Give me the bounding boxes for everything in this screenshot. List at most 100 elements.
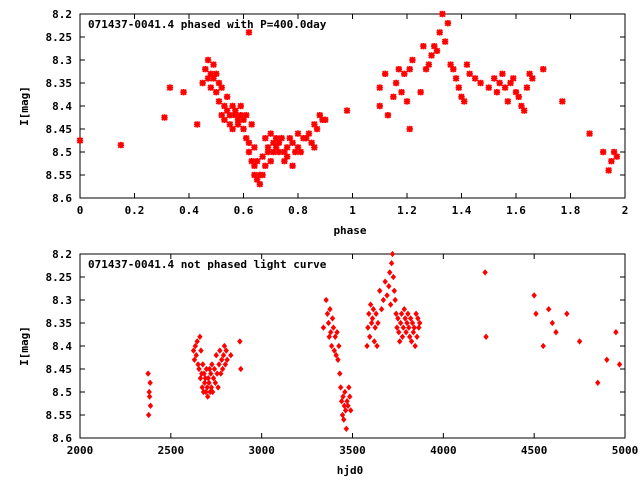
data-point: [213, 352, 219, 359]
data-point: [397, 319, 404, 327]
data-point: [218, 84, 225, 91]
data-point: [221, 102, 228, 110]
data-point: [344, 398, 350, 405]
data-point: [240, 116, 247, 124]
data-point: [191, 356, 198, 363]
chart-title: 071437-0041.4 phased with P=400.0day: [88, 18, 327, 31]
data-point: [289, 162, 296, 170]
data-point: [210, 61, 217, 68]
data-point: [146, 393, 153, 400]
data-point: [338, 398, 345, 405]
y-tick-label: 8.45: [46, 363, 73, 376]
data-point: [326, 333, 332, 340]
data-point: [221, 342, 228, 350]
data-point: [610, 148, 618, 156]
data-point: [398, 88, 405, 96]
x-tick-label: 2500: [158, 444, 185, 457]
data-point: [237, 338, 243, 345]
data-point: [201, 379, 208, 386]
data-point: [460, 98, 468, 105]
y-tick-label: 8.4: [52, 100, 72, 113]
data-point: [251, 162, 258, 170]
data-point: [367, 301, 374, 308]
data-point: [211, 365, 218, 373]
data-point: [387, 301, 394, 308]
data-point: [289, 139, 296, 147]
data-point: [223, 93, 231, 101]
data-point: [485, 84, 492, 91]
data-point: [197, 375, 204, 382]
data-point: [253, 157, 261, 165]
data-point: [447, 61, 454, 68]
data-point: [332, 333, 338, 340]
data-point: [214, 370, 220, 377]
data-point: [147, 402, 154, 409]
data-point: [234, 116, 242, 124]
data-point: [245, 139, 253, 147]
y-tick-label: 8.45: [46, 123, 73, 136]
data-point: [237, 111, 245, 119]
data-point: [431, 42, 438, 50]
data-point: [420, 42, 427, 50]
data-point: [526, 70, 533, 78]
data-point: [210, 375, 217, 382]
data-point: [333, 352, 339, 359]
data-points: [145, 250, 623, 432]
data-point: [402, 315, 408, 322]
data-point: [347, 407, 354, 414]
data-point: [324, 310, 331, 317]
data-point: [343, 107, 351, 114]
x-tick-label: 2: [622, 204, 629, 217]
data-point: [320, 324, 327, 331]
data-point: [248, 157, 255, 165]
data-point: [515, 93, 522, 101]
data-point: [316, 111, 324, 119]
data-point: [407, 315, 414, 322]
data-point: [397, 338, 403, 345]
data-point: [205, 393, 211, 400]
data-point: [336, 342, 342, 350]
data-point: [384, 111, 392, 119]
data-point: [218, 111, 225, 119]
data-point: [540, 65, 547, 73]
data-point: [294, 130, 302, 137]
data-point: [339, 411, 346, 419]
data-point: [409, 56, 416, 64]
data-point: [342, 388, 348, 396]
data-point: [576, 338, 583, 345]
data-point: [199, 384, 205, 391]
data-point: [221, 116, 228, 124]
data-point: [212, 379, 219, 386]
data-point: [346, 384, 352, 391]
data-point: [245, 29, 253, 36]
data-point: [218, 370, 224, 377]
data-point: [559, 98, 566, 105]
data-point: [196, 365, 202, 373]
data-point: [343, 425, 350, 432]
data-point: [311, 121, 318, 128]
data-point: [145, 370, 151, 377]
y-tick-label: 8.6: [52, 192, 72, 205]
data-point: [213, 88, 220, 96]
data-point: [226, 111, 234, 119]
y-tick-label: 8.4: [52, 340, 72, 353]
data-point: [393, 310, 399, 317]
data-point: [297, 148, 304, 156]
data-point: [490, 75, 498, 82]
x-tick-label: 0.8: [288, 204, 308, 217]
data-point: [337, 384, 344, 391]
data-point: [251, 144, 258, 151]
data-point: [367, 333, 373, 340]
data-point: [210, 75, 217, 82]
data-point: [217, 347, 223, 354]
y-tick-label: 8.3: [52, 54, 72, 67]
data-point: [553, 329, 559, 336]
data-point: [234, 121, 242, 128]
data-point: [334, 329, 340, 336]
data-point: [409, 319, 416, 327]
data-point: [549, 319, 556, 327]
data-point: [463, 61, 471, 68]
data-point: [507, 79, 514, 87]
data-point: [406, 324, 412, 331]
x-tick-label: 4500: [521, 444, 548, 457]
